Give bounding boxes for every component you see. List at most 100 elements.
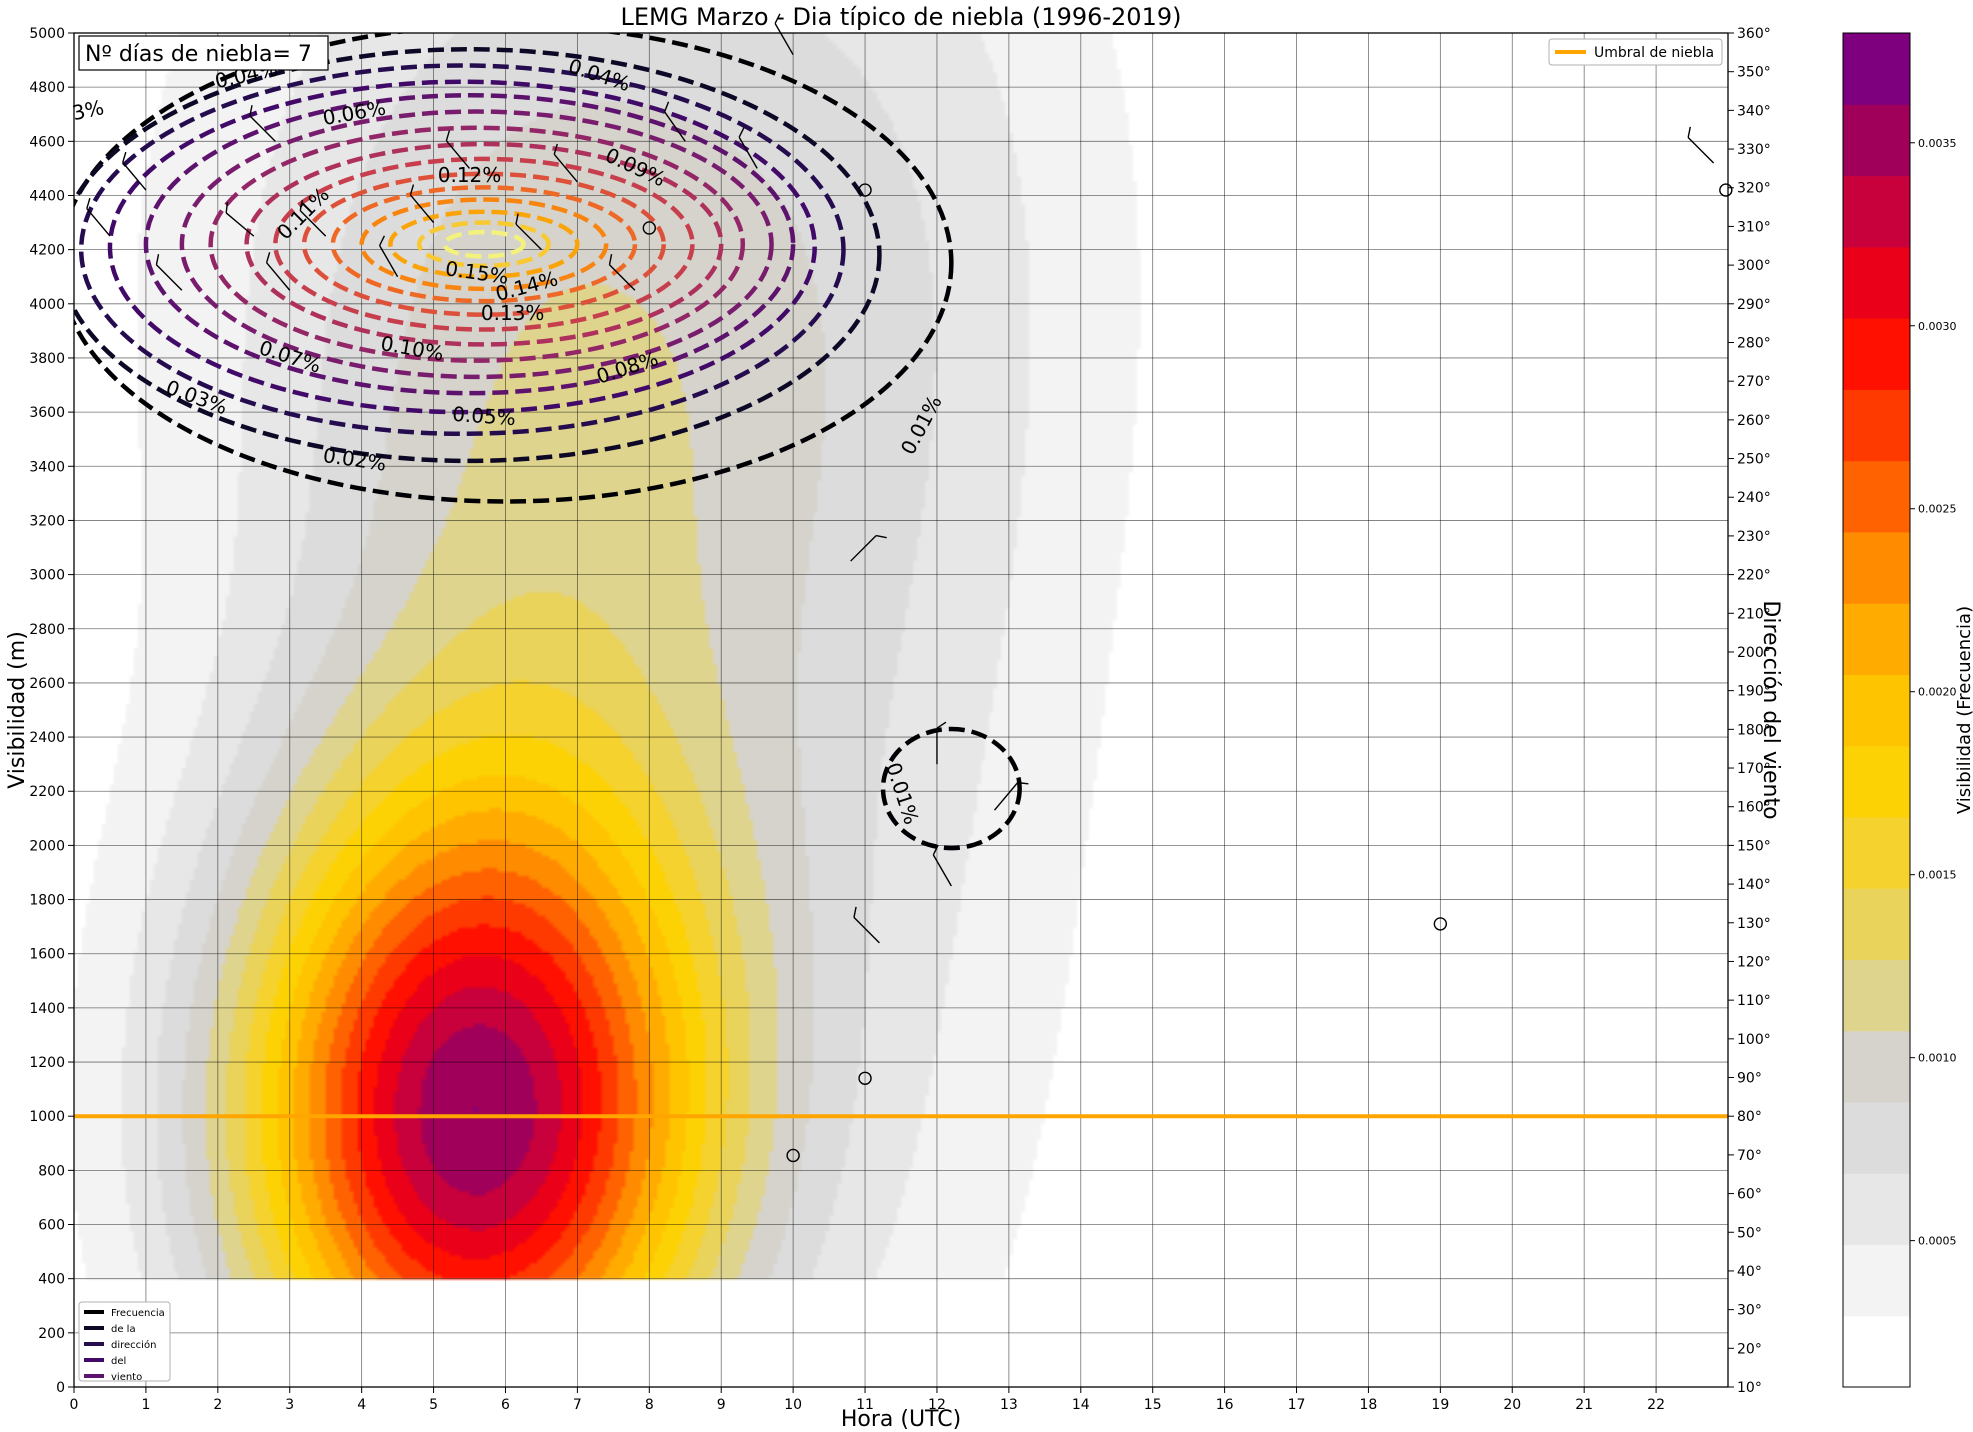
y2-tick-label: 330° [1737,142,1771,158]
x-tick-label: 7 [573,1397,582,1413]
contour-0.03% [78,63,846,437]
colorbar-segment [1843,745,1910,818]
colorbar-segment [1843,816,1910,889]
y-tick-label: 2200 [29,784,65,800]
wind-barb-shaft [850,535,877,562]
wind-barbs [86,13,1715,944]
colorbar-segment [1843,246,1910,319]
wind-frequency-contours [74,33,1022,851]
y2-tick-label: 90° [1737,1071,1762,1087]
y-tick-label: 2400 [29,730,65,746]
x-tick-label: 17 [1288,1397,1306,1413]
colorbar-segment [1843,1173,1910,1246]
wind-barb-flag [86,197,91,209]
wind-barb-shaft [608,264,636,291]
contour-0.01% [74,33,954,504]
y2-tick-label: 350° [1737,65,1771,81]
colorbar-tick-label: 0.0035 [1918,137,1957,150]
wind-barb-shaft [515,223,542,251]
y2-axis-label: Dirección del viento [1758,600,1783,819]
wind-barb-shaft [225,212,255,237]
contour-0.15% [442,229,526,259]
wind-barb-flag [608,254,613,265]
y2-tick-label: 180° [1737,722,1771,738]
colorbar-tick-label: 0.0025 [1918,503,1957,516]
colorbar-segment [1843,674,1910,747]
calm-marker [786,1148,800,1163]
y2-tick-label: 240° [1737,490,1771,506]
x-axis-label: Hora (UTC) [841,1407,961,1432]
x-tick-label: 0 [70,1397,79,1413]
visibility-density-heatmap [74,33,1728,1387]
x-tick-label: 10 [784,1397,802,1413]
x-tick-label: 8 [645,1397,654,1413]
wind-barb-flag [249,105,253,117]
contour-0.05% [143,93,796,396]
y2-tick-label: 310° [1737,219,1771,235]
y2-tick-label: 210° [1737,606,1771,622]
contour-0.12% [359,197,609,292]
y-tick-label: 200 [38,1326,65,1342]
x-tick-label: 19 [1431,1397,1449,1413]
y-tick-label: 3800 [29,351,65,367]
wind-barb-flag [445,130,451,142]
wind-barb-shaft [553,153,578,183]
wind-barb [122,151,147,191]
contour-0.06% [179,109,774,380]
y2-tick-label: 30° [1737,1303,1762,1319]
contour-0.10% [301,171,666,317]
fog-days-annotation: Nº días de niebla= 7 [78,35,329,71]
wind-legend-label: Frecuencia [111,1308,165,1319]
x-tick-label: 2 [213,1397,222,1413]
wind-barb-shaft [86,208,111,237]
wind-barb-shaft [409,194,435,224]
x-tick-label: 1 [141,1397,150,1413]
wind-barb-flag [122,151,127,163]
wind-barb-flag [409,184,415,196]
wind-barb-shaft [299,210,327,237]
y-tick-label: 2000 [29,838,65,854]
contour-label: 0.12% [438,163,502,187]
y2-tick-label: 70° [1737,1148,1762,1164]
y-tick-label: 400 [38,1272,65,1288]
wind-barb [265,252,291,291]
threshold-legend-box [1548,38,1723,66]
y2-tick-label: 60° [1737,1187,1762,1203]
wind-barb-flag [774,13,781,24]
wind-barb-shaft [379,245,399,278]
y2-tick-label: 120° [1737,954,1771,970]
x-tick-label: 14 [1072,1397,1090,1413]
y2-tick-label: 290° [1737,297,1771,313]
colorbar-segment [1843,104,1910,177]
calm-marker [1719,183,1733,197]
y2-tick-label: 40° [1737,1264,1762,1280]
y2-tick-label: 150° [1737,838,1771,854]
wind-barb [378,235,399,278]
y-tick-label: 600 [38,1218,65,1234]
wind-barb [608,254,636,291]
x-tick-label: 16 [1216,1397,1234,1413]
wind-barb [553,143,578,183]
wind-barb [774,13,794,56]
contour-0.02% [74,47,882,464]
wind-barb-shaft [993,782,1019,811]
colorbar-tick-label: 0.0020 [1918,686,1957,699]
threshold-legend: Umbral de niebla [1548,38,1723,66]
wind-barb-shaft [249,115,276,142]
y-tick-label: 1000 [29,1109,65,1125]
y2-tick-label: 100° [1737,1032,1771,1048]
wind-barb-flag [663,101,670,113]
y-tick-label: 3200 [29,513,65,529]
colorbar-segment [1843,33,1910,105]
y2-tick-label: 260° [1737,413,1771,429]
x-tick-label: 13 [1000,1397,1018,1413]
wind-legend-label: viento [111,1372,142,1383]
y-tick-label: 4000 [29,297,65,313]
x-tick-label: 22 [1647,1397,1665,1413]
wind-barb-flag [299,199,304,211]
x-axis: 0 1 2 3 4 5 6 7 8 9 10 11 12 13 14 15 16 17 18 19 20 21 22 [70,1387,1665,1413]
wind-barb-flag [875,534,887,539]
y2-tick-label: 190° [1737,684,1771,700]
wind-barb [1687,126,1715,164]
